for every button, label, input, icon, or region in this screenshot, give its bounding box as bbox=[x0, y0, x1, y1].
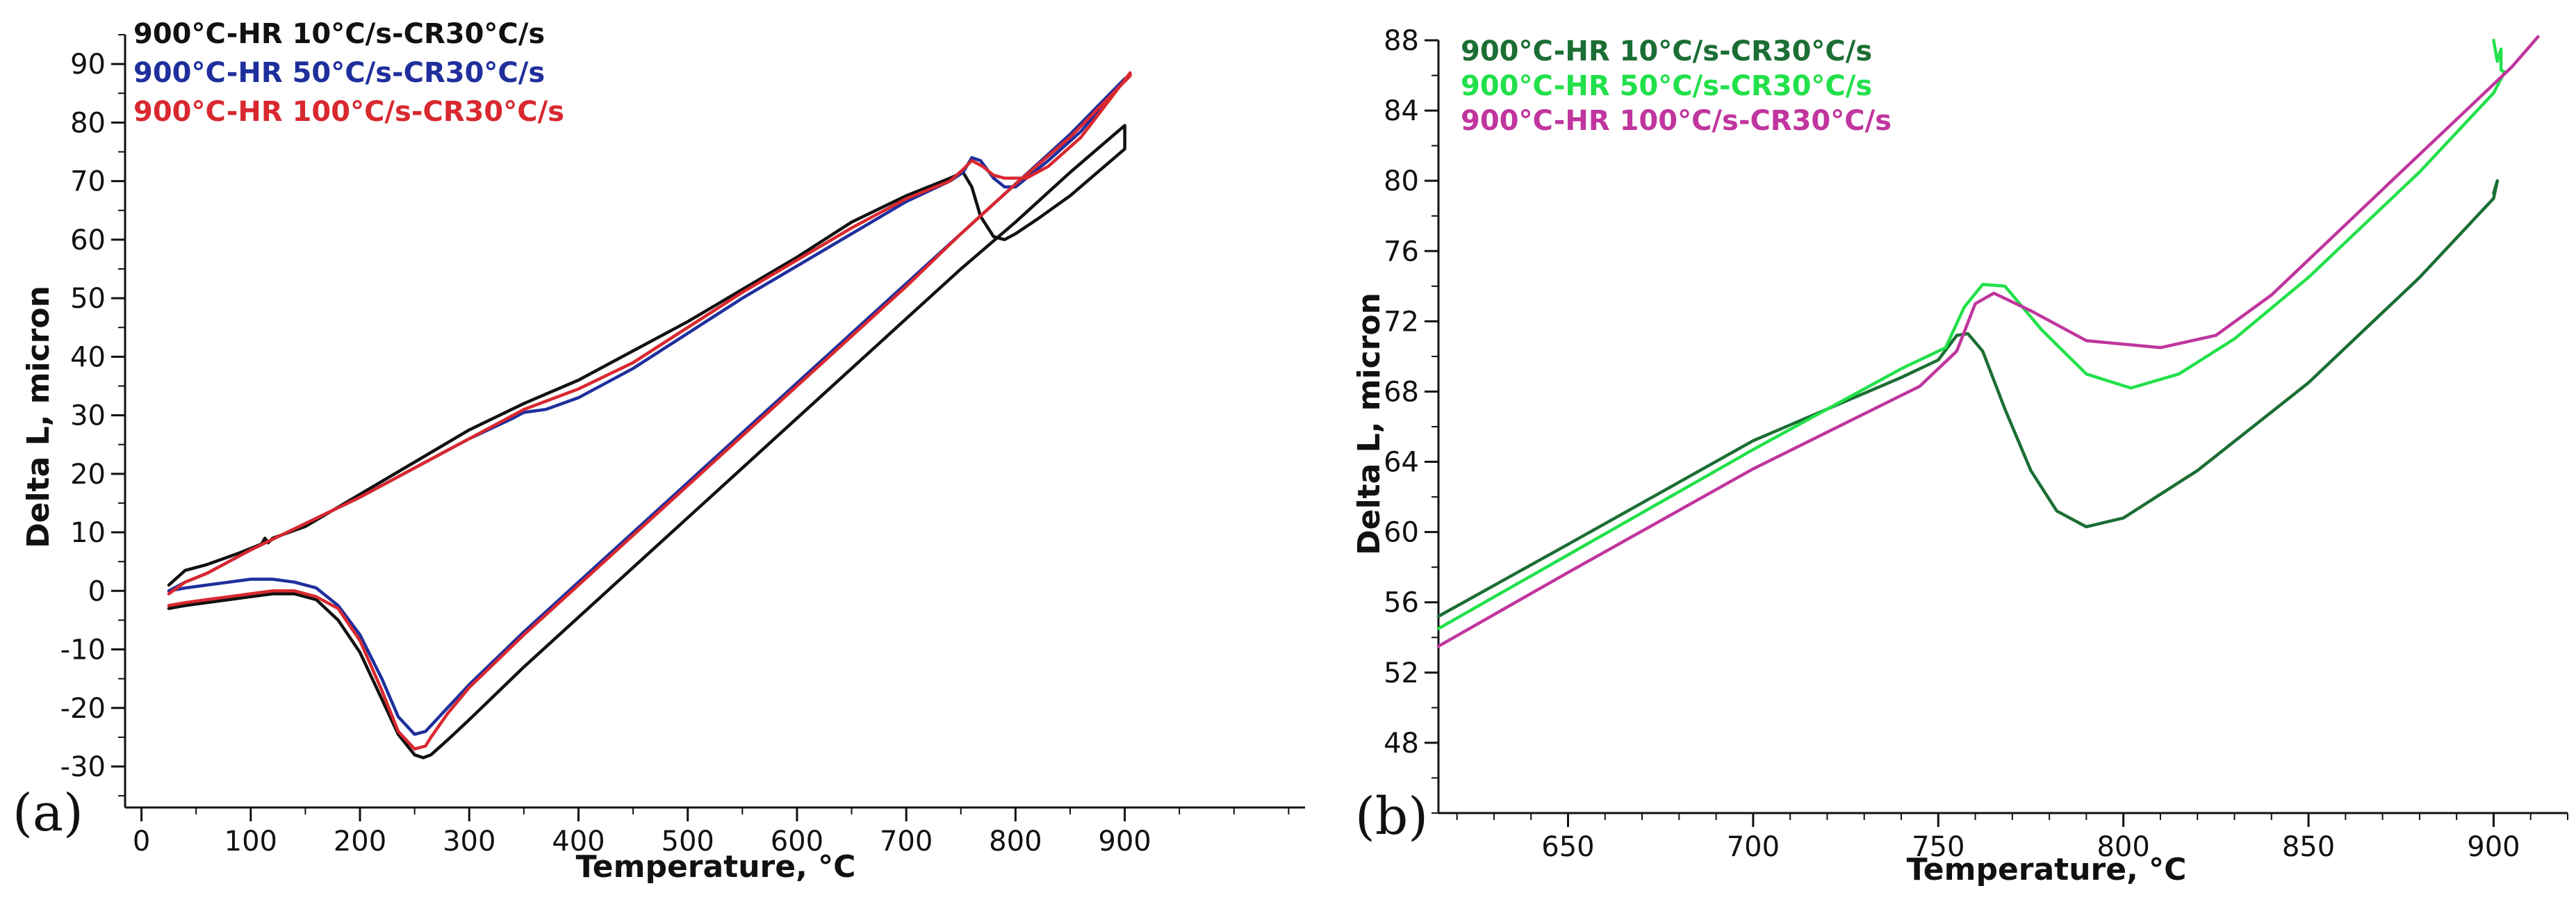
panel-b-x-tick-label: 750 bbox=[1912, 831, 1964, 863]
panel-a-x-axis-title: Temperature, °C bbox=[576, 849, 856, 885]
panel-a-legend: 900°C-HR 10°C/s-CR30°C/s 900°C-HR 50°C/s… bbox=[133, 18, 564, 128]
panel-b-y-tick-label: 56 bbox=[1384, 587, 1419, 619]
panel-a-y-tick-label: -20 bbox=[60, 693, 106, 725]
panel-b-axes bbox=[1437, 40, 2568, 814]
panel-a-x-tick-label: 400 bbox=[552, 826, 605, 858]
legend-a-50cs: 900°C-HR 50°C/s-CR30°C/s bbox=[133, 57, 545, 89]
panel-b-x-tick-label: 900 bbox=[2467, 831, 2520, 863]
panel-b-y-tick-label: 80 bbox=[1384, 165, 1419, 197]
legend-b-10cs: 900°C-HR 10°C/s-CR30°C/s bbox=[1461, 35, 1872, 67]
panel-b-x-tick-label: 800 bbox=[2097, 831, 2149, 863]
panel-a-y-tick-label: 10 bbox=[70, 517, 106, 549]
panel-b-x-tick-label: 700 bbox=[1727, 831, 1780, 863]
panel-b-series-line-3 bbox=[1436, 35, 2540, 648]
legend-a-100cs: 900°C-HR 100°C/s-CR30°C/s bbox=[133, 96, 564, 128]
panel-a-x-tick-label: 600 bbox=[771, 826, 823, 858]
panel-b-x-tick-label: 650 bbox=[1541, 831, 1594, 863]
panel-a-x-tick-label: 700 bbox=[880, 826, 933, 858]
legend-a-10cs: 900°C-HR 10°C/s-CR30°C/s bbox=[133, 18, 545, 50]
panel-a-y-tick-label: 20 bbox=[70, 459, 106, 491]
panel-b-series-line-2 bbox=[1436, 38, 2507, 630]
panel-b-label: (b) bbox=[1355, 787, 1428, 846]
panel-b-y-axis-title: Delta L, micron bbox=[1352, 293, 1387, 555]
panel-b-series-line-1 bbox=[1436, 179, 2500, 618]
panel-a-chart: 0 100 200 300 400 500 600 700 800 900 -30 -20 -10 0 10… bbox=[13, 18, 1305, 885]
panel-a-label: (a) bbox=[13, 783, 83, 843]
panel-b-y-tick-label: 68 bbox=[1384, 376, 1419, 408]
panel-b-y-tick-label: 52 bbox=[1384, 657, 1419, 689]
panel-b-y-tick-label: 48 bbox=[1384, 728, 1419, 760]
panel-a-x-tick-label: 200 bbox=[334, 826, 386, 858]
panel-a-axes bbox=[124, 35, 1305, 809]
panel-a-series-line-2 bbox=[167, 76, 1126, 736]
panel-a-x-tick-label: 0 bbox=[133, 826, 150, 858]
panel-a-y-tick-label: 30 bbox=[70, 400, 106, 432]
panel-b-x-axis-title: Temperature, °C bbox=[1907, 852, 2187, 887]
panel-a-series-line-3 bbox=[167, 71, 1132, 751]
panel-b-y-tick-label: 72 bbox=[1384, 306, 1419, 338]
panel-a-y-tick-label: -30 bbox=[60, 751, 106, 783]
panel-a-series-line-1 bbox=[167, 124, 1126, 760]
panel-b-ticks: 650 700 750 800 850 900 48 52 56 60 64 68 72 76 80 84 88 bbox=[1384, 25, 2568, 863]
panel-b-y-tick-label: 64 bbox=[1384, 447, 1419, 479]
panel-b-y-tick-label: 76 bbox=[1384, 236, 1419, 268]
panel-a-x-tick-label: 300 bbox=[443, 826, 495, 858]
panel-a-y-tick-label: 60 bbox=[70, 224, 106, 256]
panel-a-series bbox=[167, 71, 1132, 760]
panel-a-x-tick-label: 100 bbox=[224, 826, 277, 858]
panel-b-chart: 650 700 750 800 850 900 48 52 56 60 64 68 72 76 80 84 88… bbox=[1352, 25, 2568, 887]
panel-b-legend: 900°C-HR 10°C/s-CR30°C/s 900°C-HR 50°C/s… bbox=[1461, 35, 1892, 137]
panel-a-y-tick-label: 50 bbox=[70, 283, 106, 315]
panel-a-ticks: 0 100 200 300 400 500 600 700 800 900 -30 -20 -10 0 10… bbox=[60, 34, 1290, 858]
panel-a-y-tick-label: 80 bbox=[70, 107, 106, 139]
panel-a-x-tick-label: 900 bbox=[1098, 826, 1151, 858]
panel-a-y-tick-label: 40 bbox=[70, 341, 106, 373]
legend-b-50cs: 900°C-HR 50°C/s-CR30°C/s bbox=[1461, 70, 1872, 102]
panel-b-y-tick-label: 84 bbox=[1384, 95, 1419, 127]
panel-a-y-axis-title: Delta L, micron bbox=[21, 286, 56, 548]
panel-a-x-tick-label: 800 bbox=[989, 826, 1042, 858]
panel-b-series bbox=[1436, 35, 2540, 648]
panel-b-x-tick-label: 850 bbox=[2282, 831, 2335, 863]
panel-a-y-tick-label: 0 bbox=[88, 575, 106, 607]
panel-a-x-tick-label: 500 bbox=[662, 826, 714, 858]
legend-b-100cs: 900°C-HR 100°C/s-CR30°C/s bbox=[1461, 105, 1892, 137]
panel-a-y-tick-label: 70 bbox=[70, 166, 106, 198]
panel-a-y-tick-label: -10 bbox=[60, 634, 106, 666]
panel-b-y-tick-label: 88 bbox=[1384, 25, 1419, 57]
panel-b-y-tick-label: 60 bbox=[1384, 517, 1419, 549]
panel-a-y-tick-label: 90 bbox=[70, 49, 106, 81]
